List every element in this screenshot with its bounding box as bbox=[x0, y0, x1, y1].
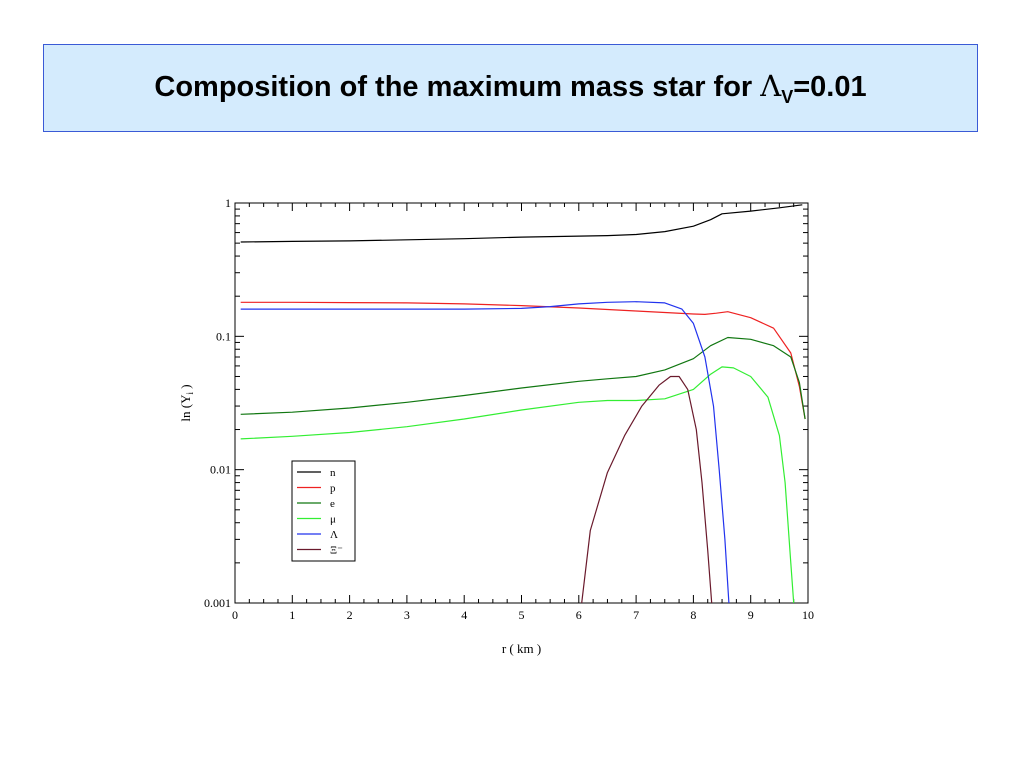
x-tick-label: 10 bbox=[802, 608, 814, 622]
x-tick-label: 0 bbox=[232, 608, 238, 622]
legend-label: Λ bbox=[330, 529, 338, 541]
series-line-4 bbox=[240, 301, 730, 603]
x-tick-label: 4 bbox=[461, 608, 467, 622]
series-line-2 bbox=[240, 336, 806, 420]
series-line-5 bbox=[581, 375, 713, 603]
legend-label: Ξ⁻ bbox=[330, 545, 343, 557]
y-axis-label-main: ln (Y bbox=[178, 394, 193, 422]
title-subscript: V bbox=[781, 86, 794, 107]
legend-label: n bbox=[330, 467, 336, 479]
x-tick-label: 2 bbox=[347, 608, 353, 622]
y-axis-label-subscript: i bbox=[185, 392, 195, 395]
x-tick-label: 1 bbox=[289, 608, 295, 622]
y-tick-label: 1 bbox=[225, 196, 231, 210]
x-tick-label: 5 bbox=[519, 608, 525, 622]
y-tick-label: 0.1 bbox=[216, 329, 231, 343]
lambda-symbol: Λ bbox=[760, 68, 782, 103]
x-tick-label: 6 bbox=[576, 608, 582, 622]
legend-label: p bbox=[330, 483, 336, 495]
page-title: Composition of the maximum mass star for… bbox=[154, 69, 866, 108]
y-tick-label: 0.001 bbox=[204, 596, 231, 610]
series-line-3 bbox=[240, 366, 795, 603]
legend-box bbox=[291, 460, 356, 562]
y-tick-label: 0.01 bbox=[210, 463, 231, 477]
y-axis-label: ln (Yi ) bbox=[178, 384, 195, 421]
x-axis-label: r ( km ) bbox=[502, 641, 541, 656]
composition-chart: 0 1 2 3 4 5 6 7 8 9 10 0.001 0.01 0.1 1 r ( km ) ln (Yi … bbox=[178, 196, 814, 656]
title-prefix: Composition of the maximum mass star for bbox=[154, 70, 761, 103]
x-tick-label: 9 bbox=[748, 608, 754, 622]
x-tick-label: 7 bbox=[633, 608, 639, 622]
title-banner: Composition of the maximum mass star for… bbox=[43, 44, 978, 132]
x-tick-label: 8 bbox=[690, 608, 696, 622]
y-axis-label-suffix: ) bbox=[178, 384, 193, 392]
legend-label: e bbox=[330, 498, 335, 510]
series-line-0 bbox=[240, 204, 803, 243]
series-line-1 bbox=[240, 301, 806, 420]
legend-label: μ bbox=[330, 514, 336, 526]
x-tick-label: 3 bbox=[404, 608, 410, 622]
title-suffix: =0.01 bbox=[793, 70, 867, 103]
